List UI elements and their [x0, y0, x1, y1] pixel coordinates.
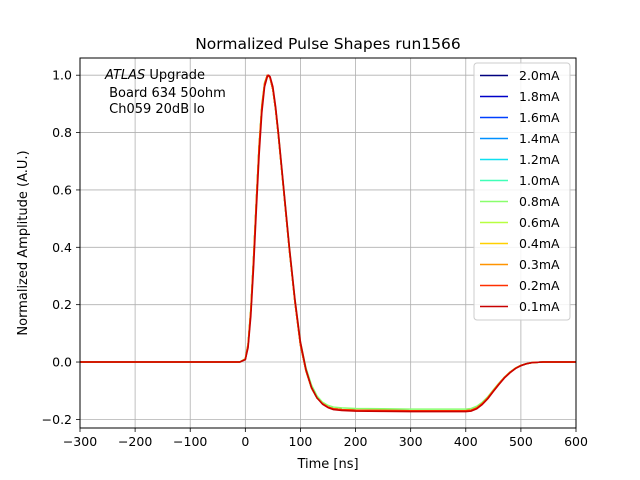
y-tick-label: 0.4 [52, 240, 72, 255]
y-tick-label: 0.0 [52, 355, 72, 370]
legend: 2.0mA 1.8mA 1.6mA 1.4mA 1.2mA 1.0mA 0.8mA 0.6mA… [473, 62, 571, 321]
x-tick-label: 500 [509, 434, 533, 449]
annotation-upgrade: Upgrade [145, 68, 205, 83]
legend-label-0.6mA: 0.6mA [519, 215, 560, 230]
y-tick-label: 0.2 [52, 297, 72, 312]
chart-title: Normalized Pulse Shapes run1566 [195, 35, 461, 53]
legend-label-1.8mA: 1.8mA [519, 89, 560, 104]
x-axis-label: Time [ns] [296, 457, 358, 472]
legend-label-0.4mA: 0.4mA [519, 236, 560, 251]
legend-label-1.6mA: 1.6mA [519, 110, 560, 125]
x-tick-label: 300 [399, 434, 423, 449]
legend-label-2.0mA: 2.0mA [519, 68, 560, 83]
x-tick-label: 400 [454, 434, 478, 449]
plot-frame [79, 57, 577, 429]
x-axis-ticks: −300 −200 −100 0 100 200 300 400 500 600 [63, 428, 588, 449]
x-tick-label: −100 [173, 434, 207, 449]
annotation-line-3: Ch059 20dB lo [105, 102, 205, 117]
y-axis-ticks: −0.2 0.0 0.2 0.4 0.6 0.8 1.0 [42, 68, 80, 427]
legend-label-1.0mA: 1.0mA [519, 173, 560, 188]
annotation-line-2: Board 634 50ohm [105, 86, 226, 101]
y-tick-label: 0.6 [52, 182, 72, 197]
x-tick-label: 200 [344, 434, 368, 449]
legend-label-0.2mA: 0.2mA [519, 278, 560, 293]
legend-label-1.4mA: 1.4mA [519, 131, 560, 146]
legend-label-0.3mA: 0.3mA [519, 257, 560, 272]
annotation-atlas: ATLAS [104, 68, 145, 83]
x-tick-label: −200 [118, 434, 152, 449]
legend-box [473, 62, 571, 321]
series-lines [80, 74, 576, 413]
annotation-block: ATLAS Upgrade Board 634 50ohm Ch059 20dB… [104, 68, 226, 117]
legend-label-0.8mA: 0.8mA [519, 194, 560, 209]
y-tick-label: 1.0 [52, 68, 72, 83]
x-tick-label: 100 [289, 434, 313, 449]
series-line-0.1mA [80, 74, 576, 413]
x-tick-label: −300 [63, 434, 97, 449]
y-tick-label: −0.2 [42, 412, 72, 427]
legend-label-1.2mA: 1.2mA [519, 152, 560, 167]
annotation-line-1: ATLAS Upgrade [104, 68, 205, 83]
legend-label-0.1mA: 0.1mA [519, 299, 560, 314]
x-tick-label: 0 [241, 434, 249, 449]
y-tick-label: 0.8 [52, 125, 72, 140]
x-tick-label: 600 [564, 434, 588, 449]
y-axis-label: Normalized Amplitude (A.U.) [16, 150, 31, 335]
